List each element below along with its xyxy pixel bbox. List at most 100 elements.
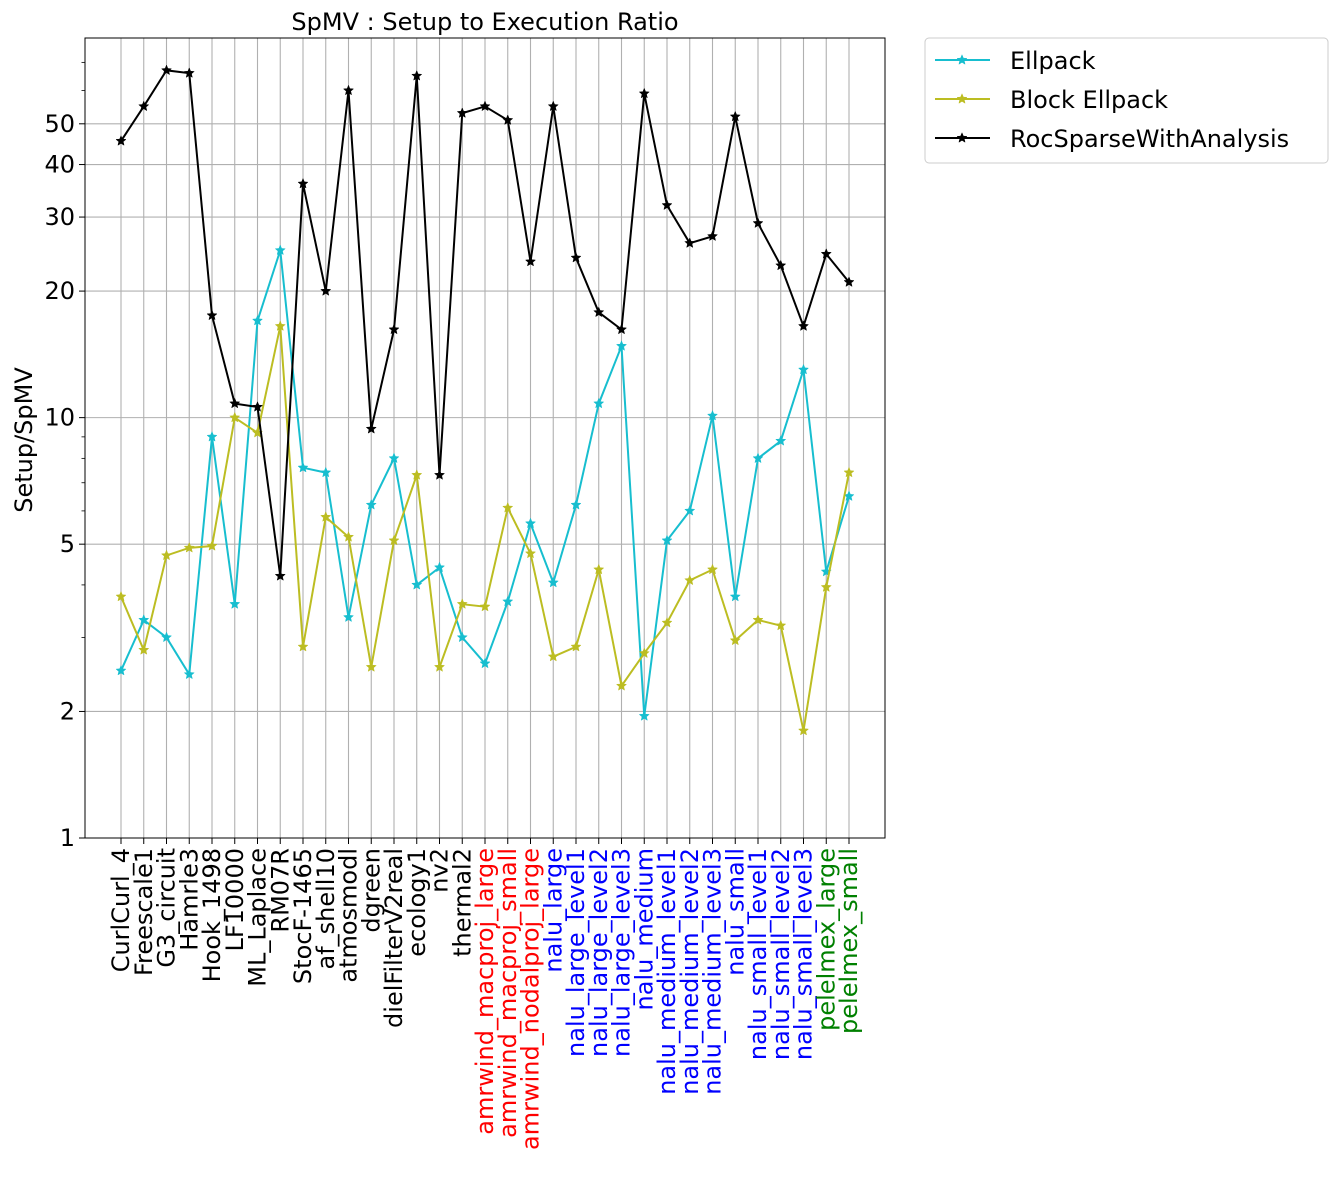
data-point-marker	[615, 680, 628, 691]
data-point-marker	[297, 177, 309, 189]
legend: Ellpack Block Ellpack RocSparseWithAnalysi…	[924, 37, 1329, 164]
data-point-marker	[479, 100, 491, 112]
data-point-marker	[524, 255, 537, 267]
y-tick-label: 30	[44, 203, 75, 231]
data-point-marker	[365, 661, 377, 672]
x-tick-label: amrwind_macproj_small	[494, 848, 522, 1138]
data-point-marker	[706, 230, 719, 242]
x-tick-label: nalu_medium_level3	[699, 848, 727, 1095]
data-point-marker	[433, 661, 446, 672]
data-point-marker	[638, 87, 650, 99]
legend-label: Block Ellpack	[1010, 86, 1168, 114]
data-point-marker	[229, 411, 241, 423]
data-point-marker	[206, 540, 218, 551]
x-tick-label: dielFilterV2real	[380, 848, 408, 1028]
x-tick-label: af_shell10	[312, 848, 340, 970]
data-point-marker	[342, 611, 355, 623]
data-point-marker	[729, 590, 741, 602]
x-tick-label: Hamrle3	[175, 848, 203, 951]
x-tick-label: nalu_medium	[630, 848, 658, 1010]
x-tick-label: nalu_small_level1	[744, 848, 772, 1060]
data-point-marker	[251, 314, 264, 326]
data-point-marker	[411, 70, 423, 81]
x-tick-label: RM07R	[266, 848, 294, 933]
data-point-marker	[479, 657, 491, 669]
data-point-marker	[797, 363, 810, 375]
x-tick-label: G3_circuit	[153, 848, 181, 968]
data-point-marker	[820, 248, 832, 259]
x-tick-label: ecology1	[403, 848, 431, 957]
chart-title: SpMV : Setup to Execution Ratio	[291, 8, 678, 36]
data-point-marker	[775, 435, 787, 446]
x-tick-label: LF10000	[221, 848, 249, 952]
data-point-marker	[593, 306, 605, 318]
data-point-marker	[342, 84, 355, 96]
data-point-marker	[183, 668, 195, 680]
y-tick-label: 50	[44, 110, 75, 138]
data-point-marker	[524, 547, 537, 559]
x-tick-label: Freescale1	[130, 848, 158, 976]
data-point-marker	[706, 409, 719, 421]
data-point-marker	[524, 517, 537, 529]
data-point-marker	[775, 259, 787, 271]
x-tick-label: StocF-1465	[289, 848, 317, 984]
data-point-marker	[365, 423, 377, 434]
data-point-marker	[297, 640, 309, 652]
legend-marker	[956, 93, 968, 104]
data-point-marker	[183, 542, 195, 553]
data-point-marker	[411, 469, 423, 480]
data-point-marker	[320, 466, 332, 478]
grid	[85, 38, 885, 839]
data-point-marker	[570, 640, 582, 652]
data-point-marker	[684, 237, 696, 248]
data-point-marker	[547, 650, 559, 662]
y-tick-label: 20	[44, 277, 75, 305]
data-point-marker	[320, 511, 332, 522]
data-point-marker	[661, 199, 673, 211]
x-tick-label: nalu_large	[539, 848, 567, 973]
data-point-marker	[365, 499, 377, 510]
data-point-marker	[638, 647, 650, 659]
data-point-marker	[456, 598, 468, 609]
data-point-marker	[547, 576, 559, 588]
data-point-marker	[684, 505, 696, 516]
data-point-marker	[456, 631, 468, 643]
data-point-marker	[661, 616, 673, 628]
x-tick-label: nv2	[426, 848, 454, 893]
x-tick-label: amrwind_macproj_large	[471, 848, 499, 1135]
x-tick-label: amrwind_nodalproj_large	[517, 848, 545, 1150]
data-point-marker	[797, 724, 810, 736]
data-point-marker	[547, 100, 559, 112]
data-point-marker	[502, 595, 514, 607]
series-ellpack	[115, 244, 855, 721]
y-tick-label: 10	[44, 404, 75, 432]
x-tick-label: thermal2	[448, 848, 476, 957]
data-point-marker	[138, 100, 150, 112]
legend-box	[924, 37, 1329, 164]
data-point-marker	[342, 531, 355, 542]
data-point-marker	[115, 664, 127, 676]
data-point-marker	[229, 598, 241, 609]
data-point-marker	[138, 614, 150, 625]
axes: 1 2 5 10 20 30 40 50 CurlCurl_4Freescale1G3_circ…	[44, 37, 886, 1150]
x-tick-label: ML_Laplace	[244, 848, 272, 987]
y-tick-label: 2	[60, 697, 75, 725]
data-point-marker	[843, 466, 855, 478]
x-tick-label: atmosmodl	[335, 848, 363, 983]
legend-marker	[956, 54, 968, 65]
data-point-marker	[388, 452, 400, 464]
data-point-marker	[388, 534, 400, 546]
legend-marker	[956, 132, 968, 143]
y-tick-label: 5	[60, 530, 75, 558]
series-rocsparsewithanalysis	[115, 64, 855, 581]
data-point-marker	[251, 401, 264, 412]
data-point-marker	[502, 502, 514, 513]
data-point-marker	[411, 579, 423, 590]
data-point-marker	[115, 135, 127, 146]
data-point-marker	[160, 549, 173, 561]
data-point-marker	[570, 499, 582, 510]
data-point-marker	[115, 590, 127, 602]
data-point-marker	[479, 600, 491, 612]
data-point-marker	[615, 340, 628, 351]
legend-label: Ellpack	[1010, 47, 1096, 75]
